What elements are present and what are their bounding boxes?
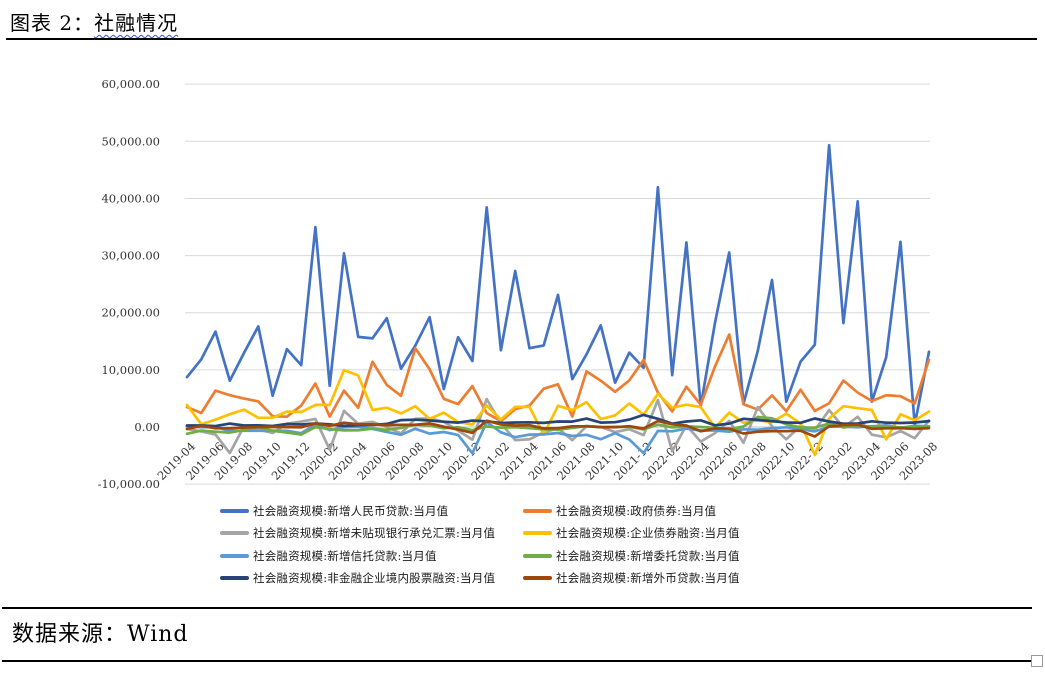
legend-line-marker — [220, 576, 249, 580]
legend-label: 社会融资规模:企业债券融资:当月值 — [556, 526, 740, 540]
legend-line-marker — [220, 554, 249, 558]
series-line-1 — [185, 143, 931, 427]
legend-label: 社会融资规模:新增信托贷款:当月值 — [253, 549, 437, 563]
y-tick-label: 20,000.00 — [101, 306, 160, 320]
series-line-5 — [185, 420, 931, 455]
series-line-6 — [185, 415, 931, 436]
legend-item-1: 社会融资规模:新增人民币贷款:当月值 — [220, 504, 448, 518]
legend-label: 社会融资规模:新增人民币贷款:当月值 — [253, 504, 449, 518]
legend-label: 社会融资规模:政府债券:当月值 — [556, 504, 717, 518]
figure-title-topic: 社融情况 — [94, 11, 179, 35]
footer-top-rule — [2, 607, 1032, 609]
y-tick-label: 30,000.00 — [101, 249, 160, 263]
legend-line-marker — [523, 509, 552, 513]
legend-item-5: 社会融资规模:新增信托贷款:当月值 — [220, 549, 437, 563]
y-tick-label: 60,000.00 — [101, 77, 160, 91]
y-tick-label: -10,000.00 — [98, 477, 160, 491]
legend-label: 社会融资规模:新增未贴现银行承兑汇票:当月值 — [253, 526, 496, 540]
legend-item-7: 社会融资规模:非金融企业境内股票融资:当月值 — [220, 571, 495, 585]
data-source-label: 数据来源：Wind — [12, 622, 189, 647]
y-tick-label: 40,000.00 — [101, 191, 160, 205]
legend-item-6: 社会融资规模:新增委托贷款:当月值 — [523, 549, 740, 563]
legend-label: 社会融资规模:新增委托贷款:当月值 — [556, 549, 740, 563]
legend-line-marker — [523, 554, 552, 558]
legend-line-marker — [220, 531, 249, 535]
legend-line-marker — [523, 576, 552, 580]
figure-title-prefix: 图表 2： — [10, 11, 95, 35]
figure-title: 图表 2：社融情况 — [10, 7, 178, 36]
legend-item-3: 社会融资规模:新增未贴现银行承兑汇票:当月值 — [220, 526, 495, 540]
footer-bottom-rule — [2, 660, 1032, 662]
legend-label: 社会融资规模:新增外币贷款:当月值 — [556, 571, 740, 585]
legend-line-marker — [220, 509, 249, 513]
legend-label: 社会融资规模:非金融企业境内股票融资:当月值 — [253, 571, 496, 585]
legend-item-8: 社会融资规模:新增外币贷款:当月值 — [523, 571, 740, 585]
legend-line-marker — [523, 531, 552, 535]
y-tick-label: 10,000.00 — [101, 363, 160, 377]
y-tick-label: 0.00 — [134, 420, 160, 434]
series-line-2 — [185, 333, 931, 423]
y-tick-label: 50,000.00 — [101, 134, 160, 148]
series-line-8 — [185, 419, 931, 438]
corner-anchor-box — [1031, 655, 1043, 667]
legend-item-2: 社会融资规模:政府债券:当月值 — [523, 504, 716, 518]
legend-item-4: 社会融资规模:企业债券融资:当月值 — [523, 526, 740, 540]
title-divider-line — [6, 38, 1037, 40]
